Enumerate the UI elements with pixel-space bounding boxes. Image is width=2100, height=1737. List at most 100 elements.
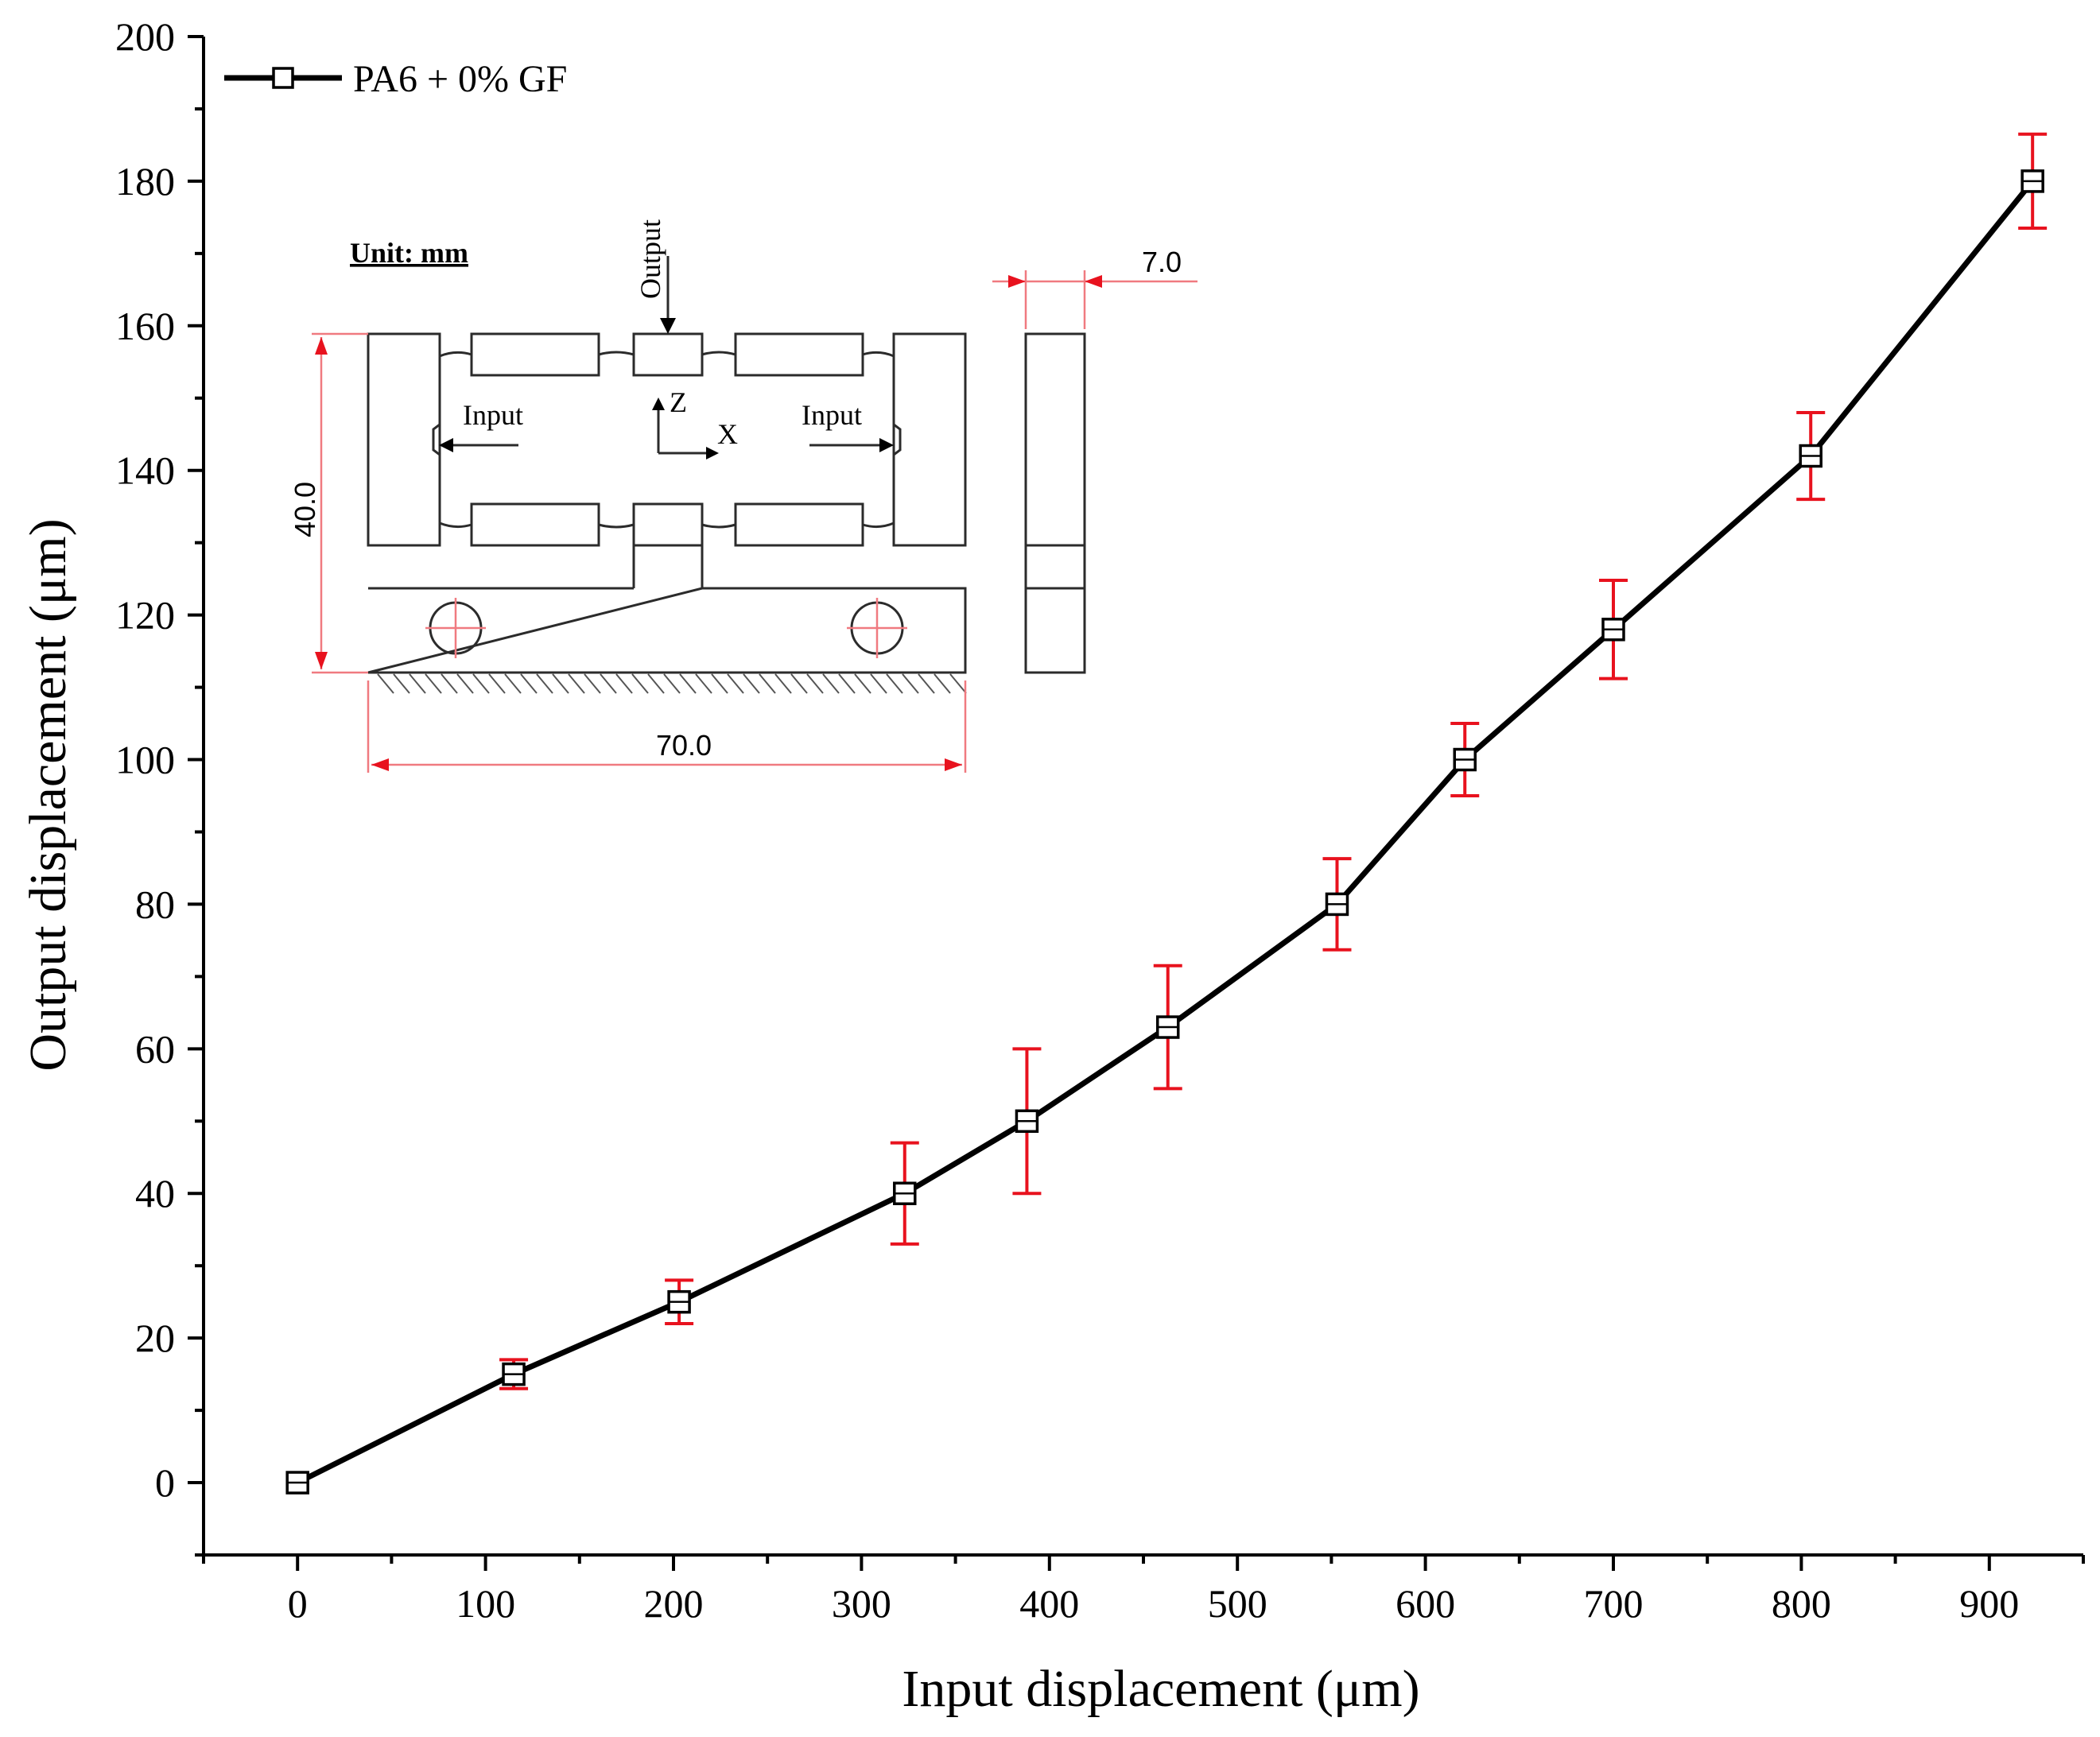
hatch-stroke	[918, 673, 935, 694]
hatch-stroke	[425, 673, 442, 694]
hatch-stroke	[806, 673, 824, 694]
x-axis-title: Input displacement (μm)	[902, 1660, 1419, 1718]
legend-label: PA6 + 0% GF	[353, 58, 567, 100]
x-tick-label: 400	[1019, 1581, 1079, 1626]
hatch-stroke	[520, 673, 538, 694]
coord-x-label: X	[717, 418, 738, 450]
hatch-stroke	[615, 673, 633, 694]
y-tick-label: 100	[115, 738, 175, 782]
hatch-stroke	[949, 673, 967, 694]
dim-width-arrow-right	[945, 758, 962, 771]
inner-walls	[432, 375, 902, 504]
dim-height-label: 40.0	[289, 482, 321, 537]
y-tick-label: 180	[115, 159, 175, 204]
stem	[632, 545, 704, 588]
x-tick-label: 800	[1772, 1581, 1831, 1626]
output-arrow-head	[660, 318, 676, 334]
mechanism-base	[367, 587, 967, 694]
mechanism-upper-frame	[367, 332, 967, 588]
y-tick-label: 20	[135, 1316, 175, 1360]
hatch-stroke	[838, 673, 856, 694]
hatch-stroke	[409, 673, 426, 694]
hatch-stroke	[711, 673, 728, 694]
dim-width-label: 70.0	[656, 729, 712, 762]
y-tick-label: 200	[115, 14, 175, 59]
input-left-arrow-head	[439, 438, 453, 452]
hatch-stroke	[600, 673, 617, 694]
dim-thickness-label: 7.0	[1142, 246, 1182, 278]
left-block	[367, 332, 441, 547]
side-view: 7.0	[992, 246, 1198, 674]
hatch-stroke	[902, 673, 919, 694]
y-tick-label: 0	[155, 1460, 175, 1505]
hatch-stroke	[663, 673, 681, 694]
base-outline	[367, 587, 967, 674]
ground-hatch	[377, 673, 967, 694]
hatch-stroke	[934, 673, 951, 694]
bottom-link-left	[470, 502, 600, 547]
dim-width-arrow-left	[371, 758, 389, 771]
hatch-stroke	[377, 673, 394, 694]
y-tick-label: 40	[135, 1171, 175, 1216]
x-tick-label: 100	[456, 1581, 515, 1626]
hatch-stroke	[631, 673, 649, 694]
hatch-stroke	[822, 673, 840, 694]
x-tick-label: 0	[288, 1581, 308, 1626]
y-tick-label: 160	[115, 304, 175, 348]
hatch-stroke	[456, 673, 474, 694]
x-tick-label: 500	[1208, 1581, 1267, 1626]
top-link-right	[734, 332, 864, 377]
hatch-stroke	[743, 673, 760, 694]
hatch-stroke	[552, 673, 569, 694]
hatch-stroke	[727, 673, 744, 694]
output-label: Output	[635, 219, 666, 299]
x-tick-label: 900	[1959, 1581, 2019, 1626]
hatch-stroke	[647, 673, 665, 694]
hatch-stroke	[790, 673, 808, 694]
hatch-stroke	[393, 673, 410, 694]
right-block	[892, 332, 967, 547]
x-tick-label: 600	[1395, 1581, 1455, 1626]
hole-centerlines	[425, 598, 907, 658]
flexure-hinges-top	[439, 351, 895, 358]
x-ticks: 0 100 200 300 400 500 600 700 800 900	[202, 1555, 2085, 1626]
legend: PA6 + 0% GF	[224, 58, 567, 100]
top-link-left	[470, 332, 600, 377]
x-tick-label: 300	[832, 1581, 891, 1626]
hatch-stroke	[854, 673, 871, 694]
hatch-stroke	[886, 673, 903, 694]
legend-marker-swatch	[272, 67, 294, 89]
y-ticks: 0 20 40 60 80 100 120 140 160 180 200	[115, 14, 204, 1557]
input-left-label: Input	[463, 399, 523, 431]
hatch-stroke	[504, 673, 522, 694]
side-view-body	[1024, 332, 1086, 674]
hatch-stroke	[679, 673, 697, 694]
hatch-stroke	[488, 673, 506, 694]
y-tick-label: 60	[135, 1026, 175, 1071]
x-tick-label: 200	[644, 1581, 704, 1626]
y-tick-label: 140	[115, 448, 175, 493]
top-link-center	[632, 332, 704, 377]
dim-height-arrow-top	[315, 337, 328, 355]
inset-unit-label: Unit: mm	[350, 237, 468, 269]
y-tick-label: 80	[135, 882, 175, 926]
hatch-stroke	[584, 673, 601, 694]
dim-height-arrow-bottom	[315, 652, 328, 669]
input-right-label: Input	[802, 399, 862, 431]
dim-thickness-arrow-right	[1085, 275, 1102, 288]
bottom-center-block	[632, 502, 704, 547]
dim-thickness-arrow-left	[1008, 275, 1026, 288]
hatch-stroke	[536, 673, 553, 694]
input-right-arrow-head	[879, 438, 894, 452]
coord-z-head	[652, 397, 665, 410]
coord-x-head	[706, 447, 719, 459]
y-tick-label: 120	[115, 593, 175, 638]
hatch-stroke	[759, 673, 776, 694]
y-axis-title: Output displacement (μm)	[19, 518, 77, 1071]
x-tick-label: 700	[1584, 1581, 1644, 1626]
coord-z-label: Z	[670, 386, 687, 418]
hatch-stroke	[472, 673, 490, 694]
hatch-stroke	[695, 673, 712, 694]
flexure-hinges-bottom	[439, 521, 895, 529]
